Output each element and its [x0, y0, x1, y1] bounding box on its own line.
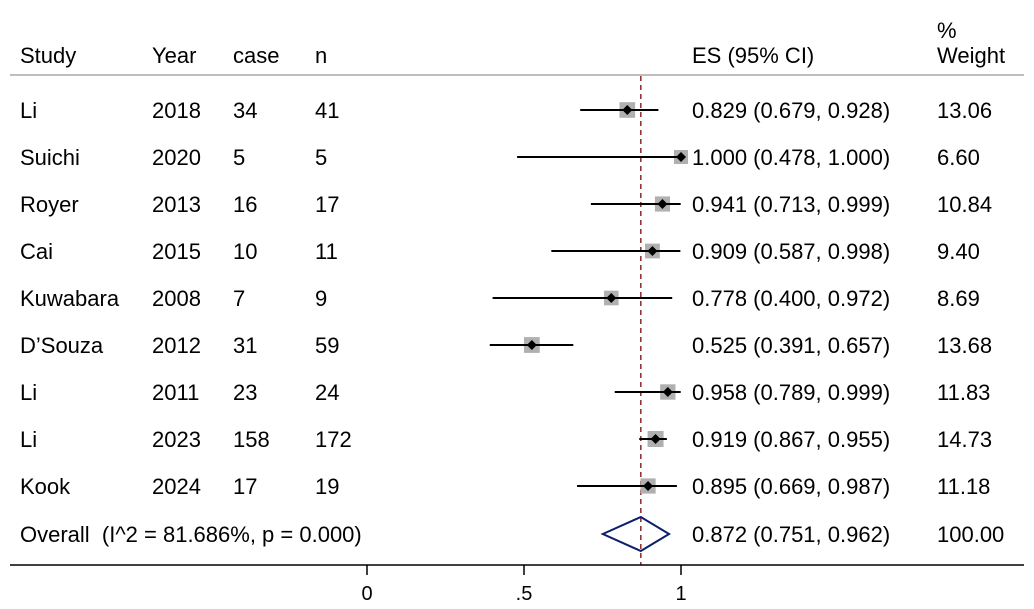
study-name: Li: [20, 380, 37, 405]
study-row: Kook 2024 17 19 0.895 (0.669, 0.987) 11.18: [20, 474, 990, 499]
header-case: case: [233, 43, 279, 68]
study-case: 23: [233, 380, 257, 405]
study-n: 5: [315, 145, 327, 170]
study-name: Cai: [20, 239, 53, 264]
study-year: 2023: [152, 427, 201, 452]
header-n: n: [315, 43, 327, 68]
point-estimate: [526, 340, 537, 350]
study-year: 2011: [152, 380, 199, 405]
study-name: Li: [20, 427, 37, 452]
study-weight: 8.69: [937, 286, 980, 311]
study-row: D’Souza 2012 31 59 0.525 (0.391, 0.657) 13.68: [20, 333, 992, 358]
study-case: 17: [233, 474, 257, 499]
study-case: 31: [233, 333, 257, 358]
overall-label: Overall (I^2 = 81.686%, p = 0.000): [20, 522, 362, 547]
study-weight: 13.68: [937, 333, 992, 358]
point-estimate: [606, 293, 617, 303]
point-estimate: [676, 152, 686, 162]
point-estimate: [622, 105, 633, 115]
study-weight: 10.84: [937, 192, 992, 217]
header-row: Study Year case n ES (95% CI) % Weight: [20, 18, 1005, 68]
x-tick-label: .5: [516, 583, 533, 605]
overall-weight: 100.00: [937, 522, 1004, 547]
study-rows: Li 2018 34 41 0.829 (0.679, 0.928) 13.06 Suich…: [20, 98, 992, 499]
x-tick-label: 1: [675, 583, 686, 605]
study-case: 5: [233, 145, 245, 170]
study-es-ci: 0.829 (0.679, 0.928): [692, 98, 890, 123]
study-weight: 13.06: [937, 98, 992, 123]
header-weight: Weight: [937, 43, 1005, 68]
study-case: 34: [233, 98, 257, 123]
point-estimate: [647, 246, 658, 256]
study-n: 17: [315, 192, 339, 217]
study-n: 172: [315, 427, 352, 452]
study-row: Li 2018 34 41 0.829 (0.679, 0.928) 13.06: [20, 98, 992, 123]
study-case: 7: [233, 286, 245, 311]
study-n: 41: [315, 98, 339, 123]
study-name: Royer: [20, 192, 79, 217]
study-row: Li 2023 158 172 0.919 (0.867, 0.955) 14.73: [20, 427, 992, 452]
study-year: 2008: [152, 286, 201, 311]
study-year: 2012: [152, 333, 201, 358]
overall-row: Overall (I^2 = 81.686%, p = 0.000) 0.872…: [20, 515, 1004, 553]
study-es-ci: 0.958 (0.789, 0.999): [692, 380, 890, 405]
study-row: Li 2011 23 24 0.958 (0.789, 0.999) 11.83: [20, 380, 990, 405]
study-year: 2015: [152, 239, 201, 264]
study-name: D’Souza: [20, 333, 104, 358]
study-year: 2013: [152, 192, 201, 217]
x-axis: 0.5 1: [361, 565, 687, 605]
study-es-ci: 0.909 (0.587, 0.998): [692, 239, 890, 264]
study-row: Suichi 2020 5 5 1.000 (0.478, 1.000) 6.60: [20, 145, 980, 170]
study-es-ci: 1.000 (0.478, 1.000): [692, 145, 890, 170]
header-study: Study: [20, 43, 76, 68]
study-weight: 11.83: [937, 380, 990, 405]
study-es-ci: 0.895 (0.669, 0.987): [692, 474, 890, 499]
header-weight-symbol: %: [937, 18, 957, 43]
study-weight: 9.40: [937, 239, 980, 264]
study-weight: 11.18: [937, 474, 990, 499]
overall-es-ci: 0.872 (0.751, 0.962): [692, 522, 890, 547]
point-estimate: [650, 434, 661, 444]
header-es: ES (95% CI): [692, 43, 814, 68]
point-estimate: [662, 387, 673, 397]
study-weight: 14.73: [937, 427, 992, 452]
study-n: 11: [315, 239, 338, 264]
study-row: Kuwabara 2008 7 9 0.778 (0.400, 0.972) 8.69: [20, 286, 980, 311]
study-row: Cai 2015 10 11 0.909 (0.587, 0.998) 9.40: [20, 239, 980, 264]
study-es-ci: 0.941 (0.713, 0.999): [692, 192, 890, 217]
study-n: 19: [315, 474, 339, 499]
study-weight: 6.60: [937, 145, 980, 170]
overall-diamond: [600, 515, 672, 553]
study-es-ci: 0.525 (0.391, 0.657): [692, 333, 890, 358]
study-n: 59: [315, 333, 339, 358]
point-estimate: [643, 481, 654, 491]
study-es-ci: 0.919 (0.867, 0.955): [692, 427, 890, 452]
study-n: 9: [315, 286, 327, 311]
study-case: 10: [233, 239, 257, 264]
point-estimate: [657, 199, 668, 209]
study-year: 2018: [152, 98, 201, 123]
study-year: 2024: [152, 474, 201, 499]
study-name: Li: [20, 98, 37, 123]
x-tick-label: 0: [361, 583, 372, 605]
study-case: 158: [233, 427, 270, 452]
study-case: 16: [233, 192, 257, 217]
study-row: Royer 2013 16 17 0.941 (0.713, 0.999) 10.84: [20, 192, 992, 217]
study-name: Kuwabara: [20, 286, 120, 311]
study-es-ci: 0.778 (0.400, 0.972): [692, 286, 890, 311]
study-name: Suichi: [20, 145, 80, 170]
study-name: Kook: [20, 474, 71, 499]
study-year: 2020: [152, 145, 201, 170]
study-n: 24: [315, 380, 339, 405]
header-year: Year: [152, 43, 196, 68]
